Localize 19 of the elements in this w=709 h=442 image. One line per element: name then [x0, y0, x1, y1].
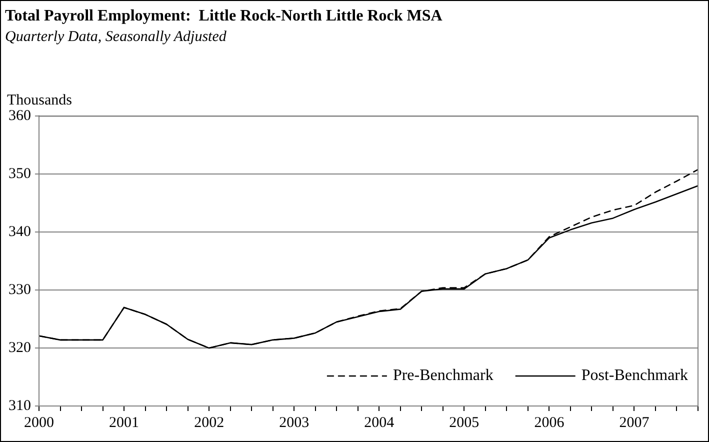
x-tick-label: 2004: [364, 414, 395, 431]
legend-label: Post-Benchmark: [581, 367, 688, 384]
x-tick-label: 2005: [449, 414, 480, 431]
chart-subtitle: Quarterly Data, Seasonally Adjusted: [5, 29, 227, 46]
x-tick-label: 2003: [279, 414, 310, 431]
legend-label: Pre-Benchmark: [392, 367, 494, 384]
x-tick-label: 2006: [534, 414, 565, 431]
x-tick-label: 2002: [194, 414, 224, 431]
x-tick-label: 2007: [619, 414, 650, 431]
y-tick-label: 340: [8, 224, 31, 240]
y-axis-title: Thousands: [7, 92, 72, 109]
y-tick-label: 360: [8, 108, 31, 124]
y-tick-label: 330: [8, 282, 31, 298]
y-tick-label: 320: [8, 340, 31, 356]
y-tick-label: 350: [8, 166, 31, 182]
x-tick-label: 2001: [109, 414, 140, 431]
y-tick-label: 310: [8, 398, 31, 414]
x-tick-label: 2000: [24, 414, 54, 431]
chart-title: Total Payroll Employment: Little Rock-North Little Rock MSA: [5, 8, 443, 25]
